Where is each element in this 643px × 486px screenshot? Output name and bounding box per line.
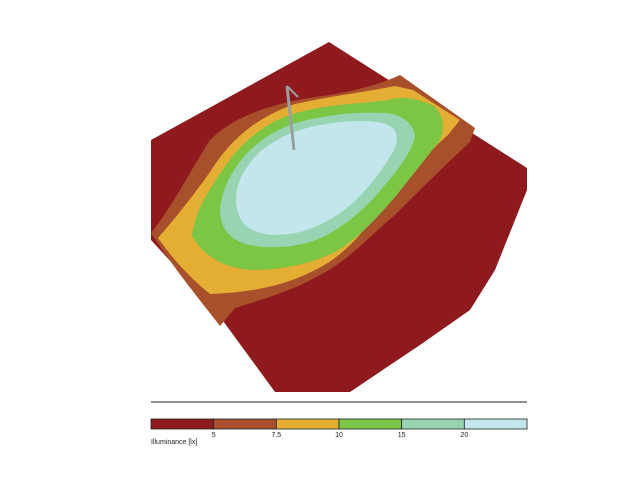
colorbar-bin-3 (338, 418, 403, 430)
colorbar-tick-label: 10 (335, 432, 343, 439)
colorbar-bin-2 (275, 418, 340, 430)
illuminance-surface (151, 42, 527, 392)
colorbar-tick-label: 7.5 (271, 432, 281, 439)
region-above-20 (236, 121, 397, 235)
colorbar-bin-5 (463, 418, 528, 430)
colorbar-tick-label: 20 (460, 432, 468, 439)
pole-shaft (285, 85, 296, 151)
colorbar-bin-4 (401, 418, 465, 430)
colorbar (150, 418, 528, 430)
colorbar-bin-1 (213, 418, 277, 430)
colorbar-tick-label: 5 (212, 432, 216, 439)
colorbar-ticks: 5 7.5 10 15 20 (212, 432, 469, 439)
colorbar-label: Illuminance [lx] (151, 439, 197, 446)
colorbar-tick-label: 15 (398, 432, 406, 439)
pole-arm (286, 85, 299, 98)
luminaire-pole (285, 85, 299, 151)
colorbar-bin-0 (150, 418, 215, 430)
